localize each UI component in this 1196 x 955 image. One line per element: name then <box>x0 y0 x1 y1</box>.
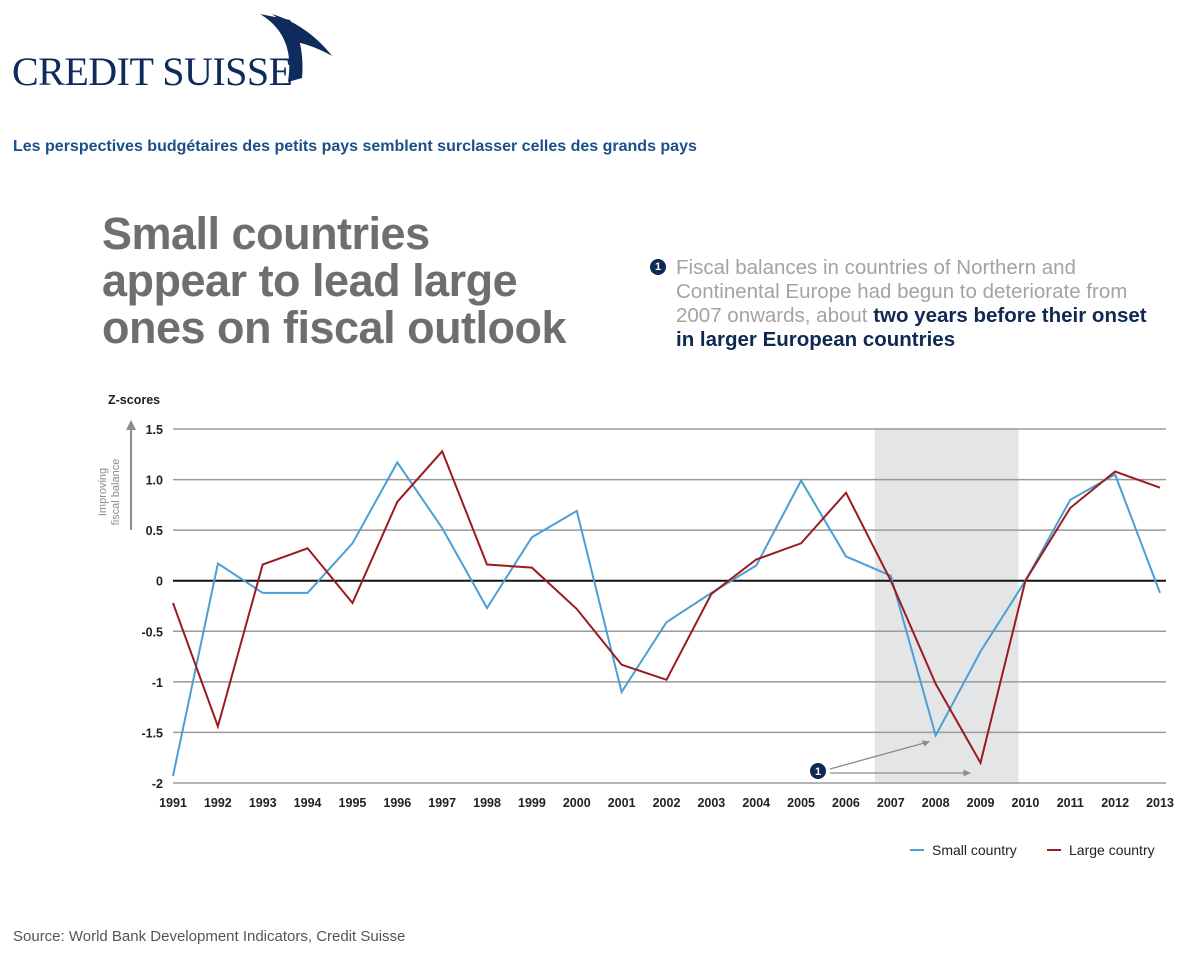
x-tick-label: 1991 <box>159 796 187 810</box>
x-tick-label: 2009 <box>967 796 995 810</box>
y-tick-label: 0 <box>156 575 163 589</box>
x-tick-label: 2004 <box>742 796 770 810</box>
source-note: Source: World Bank Development Indicator… <box>13 928 406 945</box>
side-label-line-2: fiscal balance <box>110 459 122 526</box>
y-tick-label: 0.5 <box>146 524 163 538</box>
series-line-large-country <box>172 449 1161 766</box>
x-tick-label: 1999 <box>518 796 546 810</box>
annotation-marker <box>810 763 826 779</box>
x-tick-label: 2008 <box>922 796 950 810</box>
x-tick-label: 1998 <box>473 796 501 810</box>
y-tick-label: 1.0 <box>146 474 163 488</box>
headline-line-2: appear to lead large <box>102 255 518 306</box>
annotation-arrow <box>829 740 930 770</box>
x-tick-label: 2007 <box>877 796 905 810</box>
x-tick-label: 1996 <box>383 796 411 810</box>
x-tick-label: 2005 <box>787 796 815 810</box>
y-tick-label: -2 <box>152 777 163 791</box>
improving-arrowhead <box>126 420 136 430</box>
x-tick-label: 1997 <box>428 796 456 810</box>
x-tick-label: 2013 <box>1146 796 1174 810</box>
x-tick-label: 2010 <box>1012 796 1040 810</box>
x-tick-label: 2000 <box>563 796 591 810</box>
legend-label: Large country <box>1069 842 1155 858</box>
logo-text: CREDIT SUISSE <box>12 49 293 94</box>
y-tick-label: 1.5 <box>146 423 163 437</box>
x-tick-label: 1992 <box>204 796 232 810</box>
sail-icon <box>260 14 332 82</box>
note-plain-text: Fiscal balances in countries of Northern… <box>676 256 1128 327</box>
note-marker: 1 <box>650 259 666 275</box>
note-text: Fiscal balances in countries of Northern… <box>676 256 1170 352</box>
line-chart: 1.5 1.0 0.5 0 -0.5 -1 -1.5 -2 Z-scores Improving f… <box>97 393 1174 858</box>
x-tick-label: 2002 <box>653 796 681 810</box>
x-tick-label: 2003 <box>697 796 725 810</box>
annotation-arrowhead <box>921 740 930 747</box>
annotation-marker-label: 1 <box>815 766 821 778</box>
y-tick-label: -1 <box>152 676 163 690</box>
x-tick-label: 2006 <box>832 796 860 810</box>
x-tick-label: 2011 <box>1057 796 1084 810</box>
x-tick-label: 2001 <box>608 796 636 810</box>
shaded-period <box>874 429 1019 783</box>
y-axis-title: Z-scores <box>108 393 160 407</box>
page-subtitle: Les perspectives budgétaires des petits … <box>13 138 697 155</box>
note-highlight-text: two years before their onset in larger E… <box>676 304 1147 351</box>
annotation-note: 1 Fiscal balances in countries of Northe… <box>650 256 1170 352</box>
side-label-line-1: Improving <box>97 468 109 516</box>
headline-line-3: ones on fiscal outlook <box>102 302 567 353</box>
x-tick-label: 1994 <box>294 796 322 810</box>
y-tick-label: -1.5 <box>141 726 163 740</box>
x-tick-label: 1995 <box>339 796 367 810</box>
headline-line-1: Small countries <box>102 208 430 259</box>
y-tick-label: -0.5 <box>141 625 163 639</box>
credit-suisse-logo: CREDIT SUISSE <box>12 12 332 94</box>
series-line-small-country <box>172 460 1161 777</box>
legend-label: Small country <box>932 842 1017 858</box>
x-tick-label: 2012 <box>1101 796 1129 810</box>
annotation-arrowhead <box>963 769 971 777</box>
x-tick-label: 1993 <box>249 796 277 810</box>
chart-headline: Small countries appear to lead large one… <box>102 208 567 353</box>
